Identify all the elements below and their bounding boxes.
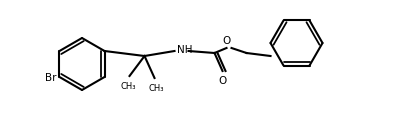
- Text: Br: Br: [45, 73, 56, 83]
- Text: O: O: [222, 36, 231, 46]
- Text: CH₃: CH₃: [121, 82, 136, 91]
- Text: CH₃: CH₃: [149, 84, 164, 93]
- Text: O: O: [218, 76, 227, 86]
- Text: NH: NH: [176, 45, 192, 55]
